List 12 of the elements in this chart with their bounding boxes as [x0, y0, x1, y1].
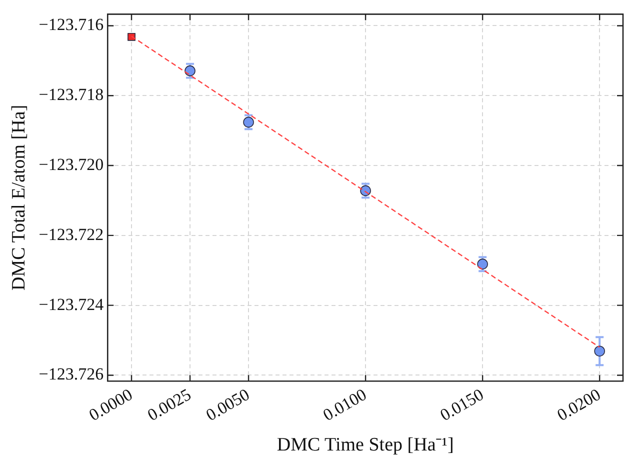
y-tick-label: −123.726 — [38, 364, 104, 384]
point — [184, 65, 196, 76]
point — [243, 116, 254, 128]
y-tick-label: −123.720 — [38, 154, 104, 174]
y-tick-label: −123.716 — [38, 15, 104, 34]
y-tick-label: −123.718 — [38, 85, 104, 104]
y-tick-label: −123.722 — [38, 224, 104, 244]
point — [477, 258, 488, 270]
x-axis-title: DMC Time Step [Ha⁻¹] — [276, 434, 454, 456]
point — [594, 346, 605, 357]
y-axis-title: DMC Total E/atom [Ha] — [8, 104, 30, 291]
y-tick-label: −123.724 — [38, 294, 104, 314]
